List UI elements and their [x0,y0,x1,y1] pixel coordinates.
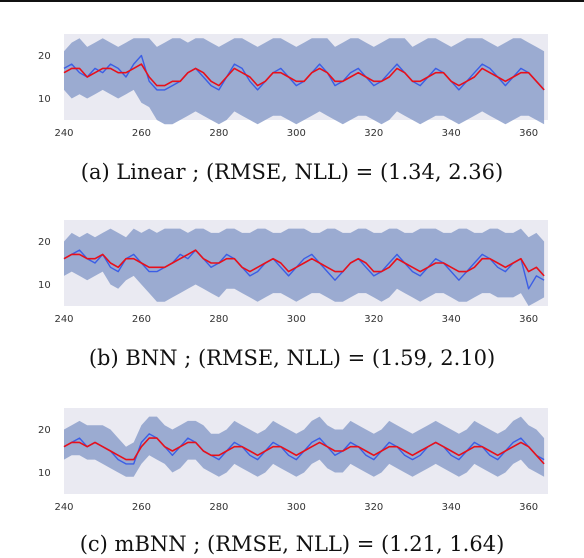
truth-line-b [63,249,545,290]
x-tick-label-c: 340 [442,502,461,513]
x-tick-label-a: 240 [54,128,73,139]
y-tick-label-a: 20 [38,51,51,62]
top-rule [0,0,584,2]
y-tick-label-b: 10 [38,280,51,291]
x-tick-label-a: 260 [132,128,151,139]
x-tick-label-c: 280 [209,502,228,513]
x-tick-label-c: 240 [54,502,73,513]
uncertainty-band-b [64,228,545,306]
chart-panel-c: 240 260 280 300 320 340 360 10 20 [38,408,548,513]
x-tick-label-b: 240 [54,314,73,325]
chart-panel-b: 240 260 280 300 320 340 360 10 20 [38,220,548,325]
x-tick-label-c: 260 [132,502,151,513]
y-tick-label-b: 20 [38,237,51,248]
y-tick-label-c: 20 [38,425,51,436]
caption-c: (c) mBNN ; (RMSE, NLL) = (1.21, 1.64) [79,532,505,556]
x-tick-label-a: 340 [442,128,461,139]
x-tick-label-a: 360 [519,128,538,139]
x-tick-label-b: 320 [364,314,383,325]
x-tick-label-b: 260 [132,314,151,325]
x-tick-label-a: 320 [364,128,383,139]
x-tick-label-c: 300 [287,502,306,513]
uncertainty-band-c [64,416,545,477]
caption-b: (b) BNN ; (RMSE, NLL) = (1.59, 2.10) [88,346,496,370]
prediction-line-b [63,249,545,277]
y-tick-label-a: 10 [38,94,51,105]
x-tick-label-b: 280 [209,314,228,325]
chart-panel-a: 240 260 280 300 320 340 360 10 20 [38,34,548,139]
x-tick-label-c: 360 [519,502,538,513]
prediction-line-c [63,437,545,465]
x-tick-label-b: 300 [287,314,306,325]
x-tick-label-c: 320 [364,502,383,513]
x-tick-label-a: 280 [209,128,228,139]
x-tick-label-b: 360 [519,314,538,325]
prediction-line-a [63,63,545,91]
x-tick-label-b: 340 [442,314,461,325]
x-tick-label-a: 300 [287,128,306,139]
caption-a: (a) Linear ; (RMSE, NLL) = (1.34, 2.36) [80,160,504,184]
y-tick-label-c: 10 [38,468,51,479]
